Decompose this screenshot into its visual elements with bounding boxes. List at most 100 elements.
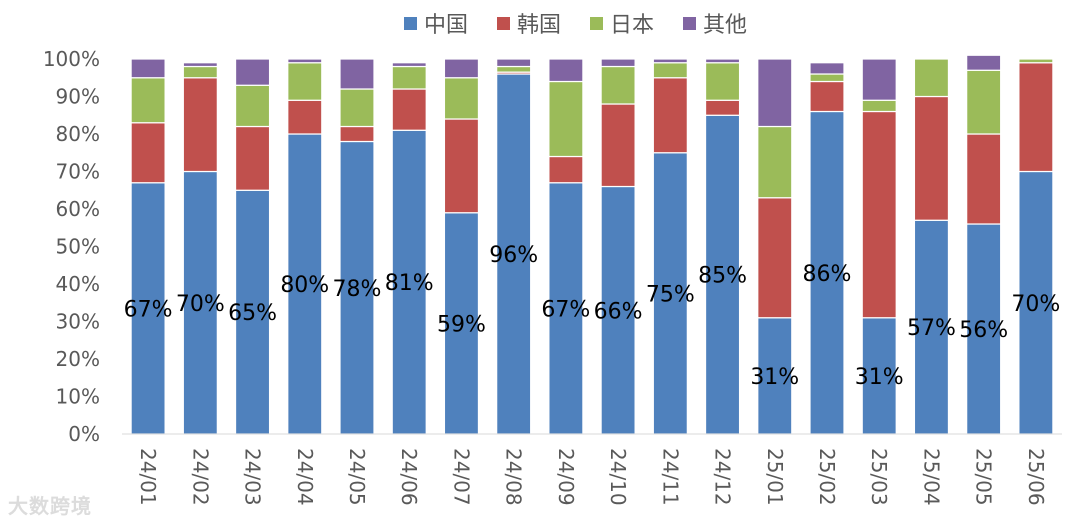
bar-segment — [548, 155, 584, 184]
bar-segment — [391, 62, 427, 68]
data-label: 59% — [437, 312, 486, 337]
legend-label: 其他 — [703, 13, 747, 38]
x-tick-label: 24/04 — [293, 448, 317, 506]
bar-segment — [913, 95, 950, 221]
y-tick-label: 70% — [56, 160, 100, 184]
y-tick-label: 50% — [56, 235, 100, 259]
bar-segment — [182, 65, 218, 79]
data-label: 81% — [385, 271, 434, 296]
bar-segment — [391, 65, 427, 90]
data-label: 66% — [594, 299, 643, 324]
bar-segment — [913, 58, 950, 98]
bar-segment — [966, 133, 1002, 225]
bar-segment — [704, 114, 741, 435]
x-tick-label: 24/09 — [554, 448, 578, 506]
bar-segment — [496, 65, 532, 73]
bar-segment — [704, 99, 741, 116]
data-label: 67% — [541, 297, 590, 322]
legend-label: 日本 — [610, 13, 654, 38]
bar-segment — [182, 170, 218, 435]
y-tick-label: 40% — [56, 272, 100, 296]
bar-segment — [652, 152, 688, 435]
bar-segment — [757, 125, 793, 199]
data-label: 57% — [907, 316, 956, 341]
bar-segment — [704, 58, 741, 64]
bar-segment — [966, 223, 1002, 435]
bar-segment — [757, 58, 793, 128]
data-label: 70% — [176, 292, 225, 317]
data-label: 78% — [333, 277, 382, 302]
bar-segment — [443, 58, 480, 79]
x-tick-label: 24/02 — [188, 448, 212, 506]
bar-segment — [130, 122, 166, 184]
bar-segment — [496, 58, 532, 68]
bar-segment — [548, 80, 584, 158]
data-label: 56% — [959, 318, 1008, 343]
bar-segment — [966, 54, 1002, 71]
y-tick-label: 100% — [43, 47, 100, 71]
bar-segment — [443, 118, 480, 214]
x-tick-label: 24/03 — [241, 448, 265, 506]
bar-segment — [130, 77, 166, 124]
legend-label: 韩国 — [517, 13, 561, 38]
y-tick-label: 20% — [56, 347, 100, 371]
bar-segment — [234, 125, 271, 191]
bar-segment — [234, 58, 271, 86]
data-label: 31% — [750, 365, 799, 390]
bar-segment — [339, 125, 375, 143]
bar-segment — [861, 110, 897, 319]
bar-segment — [652, 62, 688, 79]
bar-segment — [339, 88, 375, 128]
bars — [130, 54, 1054, 435]
x-tick-label: 24/11 — [658, 448, 682, 506]
bar-segment — [600, 103, 636, 188]
x-tick-label: 24/01 — [136, 448, 160, 506]
data-label: 31% — [855, 365, 904, 390]
x-tick-label: 25/04 — [919, 448, 943, 506]
bar-segment — [287, 58, 323, 64]
bar-segment — [391, 88, 427, 131]
bar-segment — [234, 84, 271, 128]
bar-segment — [861, 99, 897, 113]
x-tick-label: 24/06 — [397, 448, 421, 506]
x-tick-label: 25/06 — [1024, 448, 1048, 506]
x-tick-label: 25/01 — [763, 448, 787, 506]
x-tick-label: 24/10 — [606, 448, 630, 506]
bar-segment — [496, 73, 532, 435]
legend-label: 中国 — [424, 13, 468, 38]
x-axis: 24/01 24/02 24/03 24/04 24/05 24/06 24/07 24/08… — [122, 433, 1062, 506]
x-tick-label: 24/12 — [711, 448, 735, 506]
x-tick-label: 25/02 — [815, 448, 839, 506]
legend-swatch — [683, 17, 696, 30]
data-labels: 67% 70% 65%80% 78% 81%59%96%67% 66%75%85%31%8… — [124, 243, 1061, 390]
x-tick-label: 24/08 — [502, 448, 526, 506]
legend-swatch — [404, 17, 417, 30]
bar-segment — [287, 99, 323, 135]
bar-segment — [287, 133, 323, 435]
bar-segment — [1018, 170, 1054, 435]
bar-segment — [443, 77, 480, 120]
bar-segment — [130, 58, 166, 79]
bar-segment — [652, 77, 688, 154]
bar-segment — [1018, 58, 1054, 64]
bar-segment — [913, 219, 950, 435]
y-tick-label: 60% — [56, 197, 100, 221]
y-tick-label: 0% — [68, 422, 100, 446]
x-tick-label: 24/05 — [345, 448, 369, 506]
watermark: 大数跨境 — [8, 494, 92, 518]
bar-segment — [809, 73, 845, 83]
bar-segment — [704, 62, 741, 101]
bar-segment — [757, 197, 793, 319]
bar-segment — [182, 77, 218, 173]
y-axis: 0% 10% 20% 30% 40% 50% 60% 70% 80% 90% 100% — [43, 47, 100, 446]
x-tick-label: 25/05 — [972, 448, 996, 506]
legend: 中国 韩国 日本 其他 — [404, 13, 747, 38]
bar-segment — [600, 65, 636, 105]
bar-segment — [548, 58, 584, 83]
y-tick-label: 30% — [56, 310, 100, 334]
data-label: 96% — [489, 243, 538, 268]
bar-segment — [339, 58, 375, 90]
legend-swatch — [590, 17, 603, 30]
data-label: 70% — [1011, 292, 1060, 317]
